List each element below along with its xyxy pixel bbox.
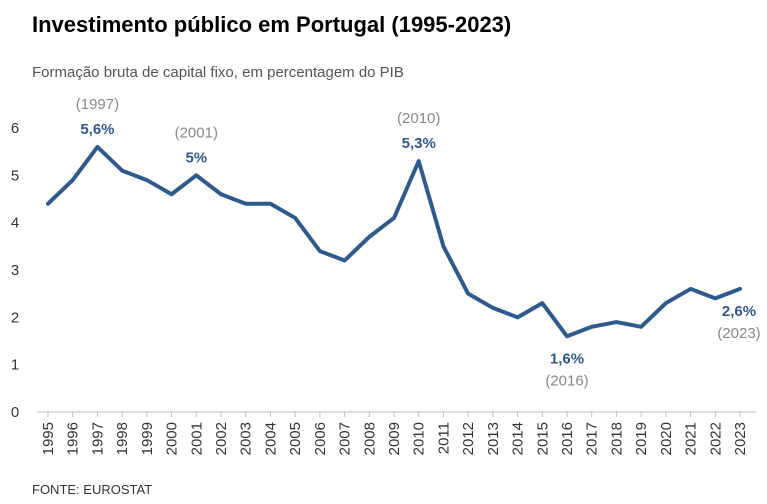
- annotation-year: (2023): [717, 325, 760, 342]
- x-tick-label: 1996: [65, 422, 82, 455]
- x-axis-ticks: 1995 1996 1997 1998 1999 2000 2001 2002 2003 2004…: [40, 412, 749, 455]
- annotations: (1997) 5,6% (2001) 5% (2010) 5,3% 1,6% (2016) 2,…: [76, 96, 761, 389]
- x-tick-label: 2008: [361, 422, 378, 455]
- x-tick-label: 1999: [139, 422, 156, 455]
- x-tick-label: 2006: [312, 422, 329, 455]
- x-tick-label: 2001: [188, 422, 205, 455]
- annotation-year: (1997): [76, 96, 119, 113]
- chart-title: Investimento público em Portugal (1995-2…: [32, 12, 512, 37]
- annotation-value: 5%: [185, 149, 207, 166]
- x-tick-label: 2022: [707, 422, 724, 455]
- x-tick-label: 2023: [732, 422, 749, 455]
- x-tick-label: 2009: [386, 422, 403, 455]
- x-tick-label: 2003: [238, 422, 255, 455]
- y-tick-label: 5: [11, 167, 19, 184]
- x-tick-label: 2016: [559, 422, 576, 455]
- annotation-value: 2,6%: [722, 303, 756, 320]
- x-tick-label: 2005: [287, 422, 304, 455]
- chart-subtitle: Formação bruta de capital fixo, em perce…: [32, 64, 404, 81]
- annotation-year: (2010): [397, 110, 440, 127]
- annotation-year: (2001): [175, 124, 218, 141]
- x-tick-label: 2019: [633, 422, 650, 455]
- x-tick-label: 1995: [40, 422, 57, 455]
- y-tick-label: 0: [11, 404, 19, 421]
- x-tick-label: 2010: [411, 422, 428, 455]
- x-tick-label: 2015: [534, 422, 551, 455]
- x-tick-label: 2004: [262, 422, 279, 455]
- x-tick-label: 2013: [485, 422, 502, 455]
- annotation-year: (2016): [545, 372, 588, 389]
- x-tick-label: 2007: [337, 422, 354, 455]
- annotation-value: 1,6%: [550, 350, 584, 367]
- annotation-value: 5,3%: [402, 135, 436, 152]
- y-tick-label: 1: [11, 357, 19, 374]
- y-tick-label: 2: [11, 309, 19, 326]
- x-tick-label: 2020: [658, 422, 675, 455]
- x-tick-label: 2021: [683, 422, 700, 455]
- x-tick-label: 2018: [608, 422, 625, 455]
- x-tick-label: 2002: [213, 422, 230, 455]
- x-tick-label: 1998: [114, 422, 131, 455]
- x-tick-label: 2012: [460, 422, 477, 455]
- y-tick-label: 3: [11, 262, 19, 279]
- x-tick-label: 2000: [164, 422, 181, 455]
- x-tick-label: 1997: [89, 422, 106, 455]
- annotation-value: 5,6%: [80, 121, 114, 138]
- data-points: [46, 145, 742, 338]
- x-tick-label: 2011: [435, 422, 452, 454]
- source-note: FONTE: EUROSTAT: [32, 482, 153, 497]
- y-axis-ticks: 0 1 2 3 4 5 6: [11, 120, 19, 421]
- y-tick-label: 6: [11, 120, 19, 137]
- x-tick-label: 2017: [584, 422, 601, 455]
- series-line: [46, 144, 742, 339]
- y-tick-label: 4: [11, 215, 19, 232]
- x-tick-label: 2014: [510, 422, 527, 455]
